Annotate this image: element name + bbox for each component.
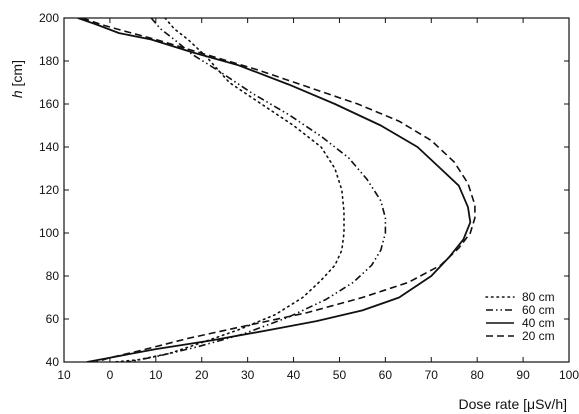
x-tick-label: 90 bbox=[516, 368, 530, 382]
legend-label: 40 cm bbox=[522, 316, 555, 330]
x-tick-label: 50 bbox=[333, 368, 347, 382]
x-axis-title-mu: μ bbox=[527, 396, 535, 412]
x-tick-label: 100 bbox=[559, 368, 579, 382]
x-tick-label: 80 bbox=[471, 368, 485, 382]
x-tick-label: 10 bbox=[149, 368, 163, 382]
y-tick-label: 200 bbox=[39, 11, 59, 25]
axis-ticks: 10 0 10 20 30 40 50 60 70 80 90 1004060801001201401… bbox=[39, 11, 579, 382]
legend-label: 80 cm bbox=[522, 290, 555, 304]
x-axis-title: Dose rate [μSv/h] bbox=[459, 396, 567, 412]
series-line bbox=[128, 18, 387, 362]
series-line bbox=[113, 18, 345, 362]
y-tick-label: 140 bbox=[39, 140, 59, 154]
x-tick-label: 40 bbox=[287, 368, 301, 382]
series-group bbox=[77, 18, 476, 362]
x-tick-label: 30 bbox=[241, 368, 255, 382]
x-tick-label: 20 bbox=[195, 368, 209, 382]
y-tick-label: 120 bbox=[39, 183, 59, 197]
y-tick-label: 80 bbox=[46, 269, 60, 283]
y-axis-title-var: h bbox=[9, 90, 25, 98]
y-tick-label: 100 bbox=[39, 226, 59, 240]
legend-label: 20 cm bbox=[522, 329, 555, 343]
x-tick-label: 10 bbox=[57, 368, 71, 382]
legend-label: 60 cm bbox=[522, 303, 555, 317]
y-tick-label: 160 bbox=[39, 97, 59, 111]
x-axis-title-unit: Sv/h] bbox=[535, 396, 567, 412]
x-axis-title-text: Dose rate [ bbox=[459, 396, 528, 412]
x-tick-label: 0 bbox=[107, 368, 114, 382]
series-line bbox=[77, 18, 472, 362]
y-tick-label: 60 bbox=[46, 312, 60, 326]
y-tick-label: 40 bbox=[46, 355, 60, 369]
x-tick-label: 60 bbox=[379, 368, 393, 382]
y-axis-title: h [cm] bbox=[9, 60, 25, 98]
y-tick-label: 180 bbox=[39, 54, 59, 68]
x-tick-label: 70 bbox=[425, 368, 439, 382]
y-axis-title-unit: [cm] bbox=[9, 60, 25, 90]
series-line bbox=[82, 18, 476, 362]
